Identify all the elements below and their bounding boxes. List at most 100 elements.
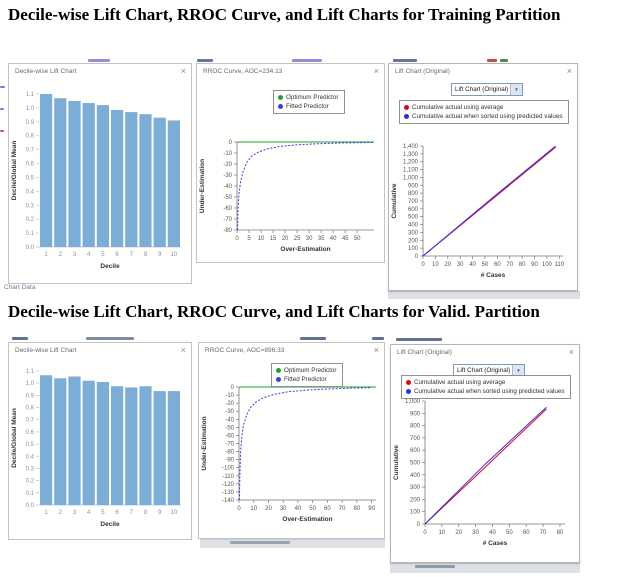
legend-dot — [404, 105, 409, 110]
svg-text:0.3: 0.3 — [26, 466, 35, 472]
svg-text:0.8: 0.8 — [26, 134, 35, 140]
svg-text:Cumulative: Cumulative — [393, 445, 400, 480]
svg-text:0: 0 — [423, 530, 427, 536]
svg-text:10: 10 — [439, 530, 446, 536]
svg-text:Under-Estimation: Under-Estimation — [201, 416, 208, 470]
close-icon[interactable]: × — [180, 345, 186, 355]
svg-text:2: 2 — [59, 252, 63, 258]
svg-text:1.1: 1.1 — [26, 92, 35, 98]
svg-text:0.0: 0.0 — [26, 503, 35, 509]
svg-text:-140: -140 — [222, 498, 235, 504]
svg-text:800: 800 — [408, 191, 419, 197]
window-titlebar: Lift Chart (Original) × — [391, 345, 579, 361]
background-fragment — [0, 86, 5, 88]
svg-text:1,400: 1,400 — [403, 144, 419, 150]
svg-text:0.9: 0.9 — [26, 393, 35, 399]
svg-text:-40: -40 — [223, 184, 232, 190]
decile-lift-chart-window-training: Decile-wise Lift Chart × 0.0 0.1 0.2 0.3 0.4… — [8, 63, 192, 284]
svg-text:600: 600 — [408, 207, 419, 213]
svg-text:900: 900 — [410, 411, 421, 417]
svg-text:-50: -50 — [223, 195, 232, 201]
legend-dot — [406, 380, 411, 385]
svg-text:0: 0 — [417, 522, 421, 528]
svg-text:800: 800 — [410, 424, 421, 430]
window-title: Decile-wise Lift Chart — [15, 347, 77, 354]
svg-text:4: 4 — [87, 510, 91, 516]
svg-text:50: 50 — [309, 506, 316, 512]
svg-text:90: 90 — [531, 262, 538, 268]
legend-item: Cumulative actual when sorted using pred… — [404, 112, 563, 121]
svg-text:80: 80 — [519, 262, 526, 268]
svg-text:30: 30 — [306, 236, 313, 242]
legend-dot — [276, 368, 281, 373]
background-fragment — [230, 541, 290, 544]
legend-label: Cumulative actual using average — [412, 104, 504, 111]
close-icon[interactable]: × — [373, 345, 379, 355]
background-fragment — [12, 337, 28, 340]
background-fragment — [393, 59, 417, 62]
close-icon[interactable]: × — [373, 66, 379, 76]
svg-text:1.1: 1.1 — [26, 369, 35, 375]
svg-text:400: 400 — [408, 223, 419, 229]
svg-text:-60: -60 — [223, 206, 232, 212]
window-title: Lift Chart (Original) — [395, 68, 450, 75]
svg-text:100: 100 — [410, 510, 421, 516]
svg-text:0.9: 0.9 — [26, 120, 35, 126]
svg-text:40: 40 — [295, 506, 302, 512]
svg-text:0.4: 0.4 — [26, 189, 35, 195]
svg-text:Over-Estimation: Over-Estimation — [282, 516, 332, 523]
svg-text:5: 5 — [101, 510, 105, 516]
svg-text:0: 0 — [237, 506, 241, 512]
legend-item: Optimum Predictor — [276, 366, 337, 375]
svg-text:20: 20 — [265, 506, 272, 512]
svg-text:40: 40 — [330, 236, 337, 242]
occluded-window-edge — [200, 539, 385, 548]
background-fragment — [372, 337, 384, 340]
svg-text:-10: -10 — [223, 151, 232, 157]
svg-text:300: 300 — [410, 485, 421, 491]
chevron-down-icon: ▼ — [510, 84, 522, 95]
legend-item: Fitted Predictor — [276, 375, 337, 384]
close-icon[interactable]: × — [568, 347, 574, 357]
window-titlebar: Decile-wise Lift Chart × — [9, 343, 191, 359]
svg-text:0: 0 — [421, 262, 425, 268]
window-title: Lift Chart (Original) — [397, 349, 452, 356]
svg-text:200: 200 — [410, 497, 421, 503]
svg-text:0: 0 — [235, 236, 239, 242]
svg-text:100: 100 — [542, 262, 553, 268]
svg-text:40: 40 — [489, 530, 496, 536]
svg-text:-20: -20 — [223, 162, 232, 168]
rroc-legend: Optimum Predictor Fitted Predictor — [271, 363, 343, 387]
svg-text:-60: -60 — [225, 433, 234, 439]
svg-text:0.7: 0.7 — [26, 148, 35, 154]
svg-text:90: 90 — [368, 506, 375, 512]
svg-text:0.3: 0.3 — [26, 203, 35, 209]
svg-text:1: 1 — [44, 510, 48, 516]
lift-legend: Cumulative actual using average Cumulati… — [399, 100, 569, 124]
rroc-curve-chart-validation: 0 -10 -20 -30 -40 -50 -60 -70 -80 -90 -100 -110 -120… — [201, 385, 376, 523]
close-icon[interactable]: × — [180, 66, 186, 76]
lift-chart-type-dropdown[interactable]: Lift Chart (Original) ▼ — [451, 83, 523, 96]
svg-text:70: 70 — [540, 530, 547, 536]
legend-dot — [276, 377, 281, 382]
svg-text:6: 6 — [115, 252, 119, 258]
svg-text:40: 40 — [469, 262, 476, 268]
svg-text:20: 20 — [455, 530, 462, 536]
lift-chart-window-training: Lift Chart (Original) × Lift Chart (Orig… — [388, 63, 578, 291]
svg-text:-10: -10 — [225, 393, 234, 399]
rroc-legend: Optimum Predictor Fitted Predictor — [273, 90, 345, 114]
svg-text:# Cases: # Cases — [481, 272, 506, 279]
svg-text:60: 60 — [523, 530, 530, 536]
close-icon[interactable]: × — [566, 66, 572, 76]
background-fragment — [292, 59, 322, 62]
rroc-curve-window-validation: RROC Curve, AOC=896.33 × Optimum Predict… — [198, 342, 385, 539]
svg-text:500: 500 — [410, 461, 421, 467]
window-title: Decile-wise Lift Chart — [15, 68, 77, 75]
legend-dot — [278, 104, 283, 109]
svg-text:-20: -20 — [225, 401, 234, 407]
svg-text:80: 80 — [557, 530, 564, 536]
window-titlebar: Decile-wise Lift Chart × — [9, 64, 191, 80]
lift-chart-window-validation: Lift Chart (Original) × Lift Chart (Orig… — [390, 344, 580, 563]
svg-text:-80: -80 — [225, 450, 234, 456]
section-title-validation: Decile-wise Lift Chart, RROC Curve, and … — [8, 302, 540, 321]
